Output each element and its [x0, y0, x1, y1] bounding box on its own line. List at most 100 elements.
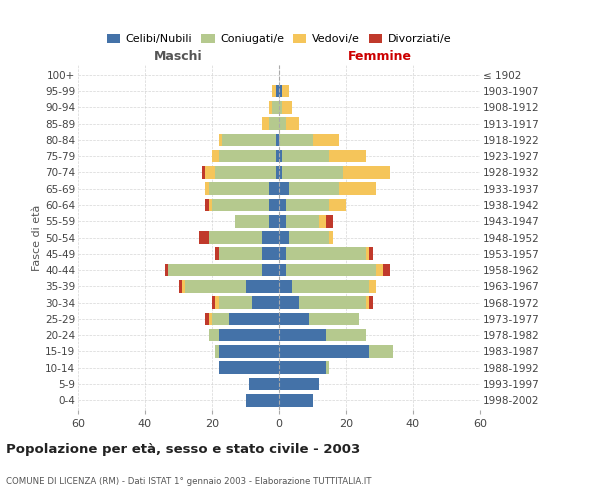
Bar: [299, 296, 366, 309]
Bar: [205, 312, 209, 325]
Bar: [279, 84, 283, 98]
Bar: [275, 84, 279, 98]
Bar: [279, 101, 283, 114]
Bar: [326, 362, 329, 374]
Bar: [329, 198, 346, 211]
Bar: [185, 280, 245, 292]
Bar: [279, 312, 309, 325]
Bar: [279, 182, 289, 195]
Bar: [283, 166, 343, 179]
Bar: [289, 231, 329, 244]
Bar: [279, 362, 326, 374]
Bar: [272, 84, 275, 98]
Text: Popolazione per età, sesso e stato civile - 2003: Popolazione per età, sesso e stato civil…: [6, 442, 360, 456]
Text: Femmine: Femmine: [347, 50, 412, 62]
Bar: [279, 296, 299, 309]
Bar: [370, 248, 373, 260]
Bar: [279, 231, 289, 244]
Bar: [219, 134, 222, 146]
Bar: [269, 182, 279, 195]
Bar: [309, 312, 359, 325]
Bar: [275, 150, 279, 162]
Bar: [269, 117, 279, 130]
Bar: [218, 296, 252, 309]
Bar: [283, 84, 289, 98]
Bar: [326, 329, 366, 342]
Bar: [269, 198, 279, 211]
Bar: [205, 166, 215, 179]
Bar: [279, 215, 286, 228]
Bar: [286, 264, 376, 276]
Text: Maschi: Maschi: [154, 50, 203, 62]
Bar: [279, 150, 283, 162]
Bar: [252, 296, 279, 309]
Bar: [279, 329, 326, 342]
Bar: [286, 215, 319, 228]
Bar: [205, 182, 209, 195]
Bar: [376, 264, 383, 276]
Bar: [169, 264, 262, 276]
Bar: [343, 166, 389, 179]
Bar: [222, 134, 275, 146]
Bar: [218, 248, 262, 260]
Bar: [215, 166, 275, 179]
Bar: [262, 248, 279, 260]
Bar: [279, 280, 292, 292]
Bar: [279, 117, 286, 130]
Bar: [215, 296, 218, 309]
Bar: [205, 198, 209, 211]
Bar: [329, 150, 366, 162]
Bar: [215, 345, 218, 358]
Text: COMUNE DI LICENZA (RM) - Dati ISTAT 1° gennaio 2003 - Elaborazione TUTTITALIA.IT: COMUNE DI LICENZA (RM) - Dati ISTAT 1° g…: [6, 477, 371, 486]
Bar: [370, 280, 376, 292]
Bar: [209, 182, 269, 195]
Bar: [245, 280, 279, 292]
Bar: [218, 329, 279, 342]
Bar: [202, 166, 205, 179]
Bar: [279, 166, 283, 179]
Bar: [262, 117, 269, 130]
Y-axis label: Fasce di età: Fasce di età: [32, 204, 42, 270]
Bar: [366, 296, 370, 309]
Bar: [279, 248, 286, 260]
Bar: [340, 182, 376, 195]
Bar: [286, 198, 329, 211]
Bar: [319, 215, 326, 228]
Bar: [269, 215, 279, 228]
Bar: [279, 198, 286, 211]
Bar: [235, 215, 269, 228]
Bar: [313, 134, 340, 146]
Bar: [245, 394, 279, 406]
Bar: [229, 312, 279, 325]
Bar: [199, 231, 209, 244]
Bar: [272, 101, 279, 114]
Bar: [366, 248, 370, 260]
Bar: [286, 248, 366, 260]
Bar: [269, 101, 272, 114]
Bar: [279, 394, 313, 406]
Bar: [383, 264, 389, 276]
Bar: [209, 312, 212, 325]
Bar: [289, 182, 340, 195]
Bar: [286, 117, 299, 130]
Bar: [279, 378, 319, 390]
Bar: [275, 166, 279, 179]
Bar: [279, 134, 313, 146]
Bar: [326, 215, 332, 228]
Bar: [209, 231, 262, 244]
Bar: [370, 296, 373, 309]
Bar: [209, 329, 218, 342]
Bar: [209, 198, 212, 211]
Bar: [283, 101, 292, 114]
Bar: [212, 198, 269, 211]
Bar: [218, 345, 279, 358]
Bar: [212, 150, 218, 162]
Bar: [179, 280, 182, 292]
Bar: [370, 345, 393, 358]
Bar: [218, 362, 279, 374]
Bar: [165, 264, 169, 276]
Bar: [279, 345, 370, 358]
Bar: [275, 134, 279, 146]
Legend: Celibi/Nubili, Coniugati/e, Vedovi/e, Divorziati/e: Celibi/Nubili, Coniugati/e, Vedovi/e, Di…: [103, 29, 455, 48]
Bar: [292, 280, 370, 292]
